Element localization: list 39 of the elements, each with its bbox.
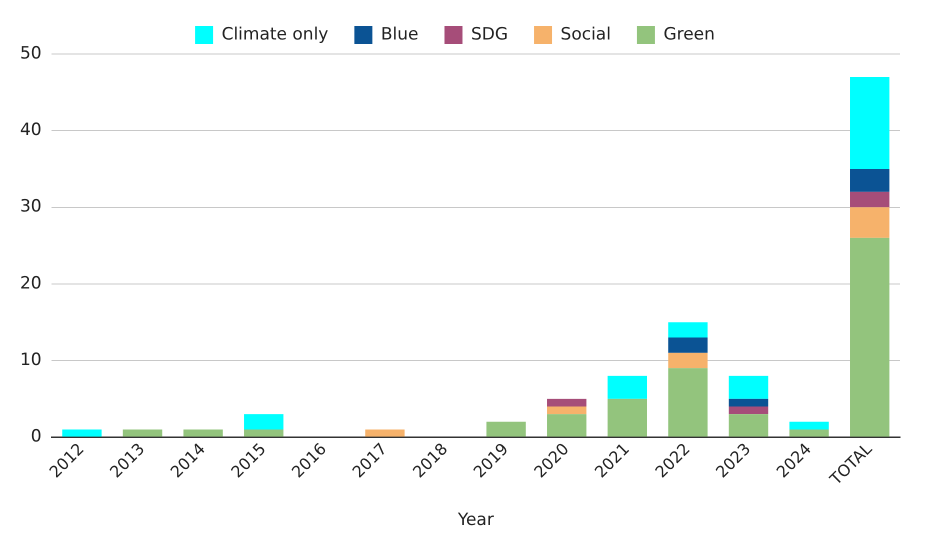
bar [728, 376, 768, 399]
bar [122, 429, 162, 437]
bar [668, 338, 708, 353]
bar [728, 398, 768, 406]
y-tick-label: 40 [20, 120, 42, 140]
y-tick-label: 30 [20, 196, 42, 217]
bar [789, 429, 829, 437]
bar [728, 414, 768, 437]
bar [668, 322, 708, 338]
bar [244, 429, 284, 437]
bar [728, 406, 768, 414]
legend-label: Green [663, 24, 715, 44]
legend-label: Climate only [222, 24, 328, 44]
bar [608, 398, 648, 437]
bar [547, 398, 586, 406]
legend-label: Blue [380, 24, 418, 44]
bar [244, 414, 284, 430]
bar [850, 192, 890, 208]
bar [850, 168, 890, 192]
bar [850, 76, 890, 169]
bar [608, 376, 648, 399]
bar [547, 414, 586, 437]
y-tick-label: 20 [20, 273, 42, 294]
bar [789, 422, 829, 430]
x-axis-title: Year [456, 510, 494, 530]
legend-label: Social [560, 24, 611, 44]
bar [668, 352, 708, 368]
bar [183, 429, 223, 437]
bar [62, 429, 102, 437]
bar [668, 368, 708, 437]
bar [850, 207, 890, 238]
bar [547, 406, 586, 414]
bar [486, 422, 526, 437]
bar [850, 238, 890, 437]
y-tick-label: 50 [20, 43, 42, 64]
legend-label: SDG [470, 24, 508, 44]
bar [365, 429, 405, 437]
y-tick-label: 10 [20, 350, 42, 370]
y-tick-label: 0 [30, 426, 42, 447]
